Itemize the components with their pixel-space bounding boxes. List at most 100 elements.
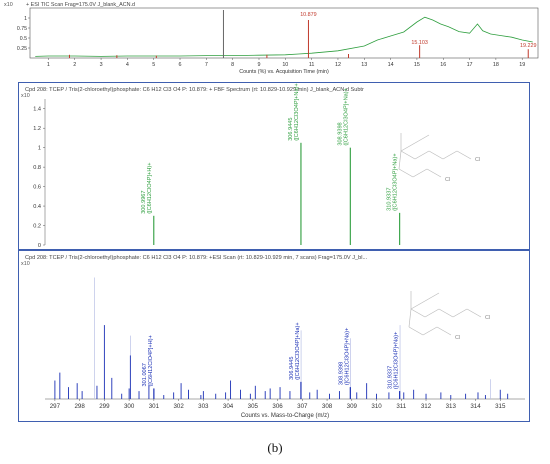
tic-x-tick-label: 13 (361, 62, 367, 68)
bond-line (410, 300, 426, 310)
bottom-peak-formula-label: ([C6H12ClO4P]+H)+ (148, 335, 154, 386)
figure-caption: (b) (267, 440, 283, 455)
bond-line (412, 168, 428, 178)
top-peak-formula-label: ([C6H12Cl3O4P]+Na)+ (393, 153, 399, 211)
tic-x-tick-label: 1 (47, 62, 50, 68)
bottom-peak-formula-label: ([C6H12Cl3O4P]+Na)+ (344, 328, 350, 386)
bond-line (414, 134, 430, 144)
bottom-x-tick-label: 315 (495, 403, 506, 410)
bottom-x-tick-label: 297 (50, 403, 61, 410)
bottom-x-tick-label: 313 (446, 403, 457, 410)
tic-plot-area (29, 7, 539, 59)
tic-x-tick-label: 12 (335, 62, 341, 68)
bottom-x-tick-label: 314 (470, 403, 481, 410)
top-peak-formula-label: ([C6H12Cl3O4P]+Na)+ (294, 83, 300, 141)
tcep-structure (398, 133, 472, 178)
bottom-x-tick-label: 304 (223, 403, 234, 410)
top-y-multiplier: x10 (21, 93, 30, 99)
bond-line (456, 150, 472, 160)
tic-peak-label: 19.229 (520, 43, 537, 49)
tic-x-tick-label: 17 (467, 62, 473, 68)
tic-title: + ESI TIC Scan Frag=175.0V J_blank_ACN.d (26, 2, 135, 8)
tic-x-tick-label: 3 (100, 62, 103, 68)
tic-peak-label: 10.879 (300, 12, 317, 18)
tic-x-tick-label: 4 (126, 62, 129, 68)
top-peak-mz-label: 300.9967 (141, 190, 147, 213)
top-peak-mz-label: 306.9445 (288, 117, 294, 140)
bottom-x-tick-label: 309 (347, 403, 358, 410)
tic-y-multiplier: x10 (4, 2, 13, 8)
tic-peak-label: 15.103 (411, 40, 428, 46)
bottom-x-tick-label: 311 (396, 403, 406, 410)
bond-line (436, 326, 452, 336)
bottom-x-tick-label: 301 (149, 403, 160, 410)
bond-line (400, 150, 416, 160)
tic-x-tick-label: 11 (309, 62, 315, 68)
tic-y-tick-label: 1 (24, 16, 27, 22)
spectrum-panel-scan: Cpd 208: TCEP / Tris(2-chloroethyl)phosp… (18, 250, 530, 422)
top-y-tick-label: 0.4 (33, 204, 41, 210)
tic-y-tick-label: 0.75 (17, 26, 27, 32)
bottom-x-tick-label: 308 (322, 403, 333, 410)
chlorine-label: Cl (475, 157, 480, 163)
bond-line (426, 168, 442, 178)
bottom-x-tick-label: 305 (248, 403, 259, 410)
bond-line (400, 142, 416, 152)
bottom-x-tick-label: 298 (74, 403, 85, 410)
top-peak-formula-label: ([C6H12Cl3O4P]+Na)+ (343, 88, 349, 146)
tic-x-tick-label: 2 (73, 62, 76, 68)
bottom-x-tick-label: 312 (421, 403, 432, 410)
chlorine-label: Cl (485, 315, 490, 321)
bottom-x-tick-label: 310 (371, 403, 382, 410)
bond-line (408, 308, 412, 328)
bottom-spectrum-title: Cpd 208: TCEP / Tris(2-chloroethyl)phosp… (25, 255, 368, 261)
bond-line (408, 326, 424, 336)
bottom-peak-formula-label: ([C6H12Cl3O4P]+Na)+ (295, 322, 301, 380)
bond-line (422, 326, 438, 336)
fbf-spectrum-plot: Cpd 208: TCEP / Tris(2-chloroethyl)phosp… (21, 83, 480, 249)
bottom-peak-formula-label: ([C6H12Cl3O4P]+Na)+ (394, 332, 400, 390)
bond-line (410, 308, 426, 318)
top-y-tick-label: 1.4 (33, 107, 41, 113)
top-y-tick-label: 0.2 (33, 224, 41, 230)
bond-line (428, 150, 444, 160)
top-y-tick-label: 0.6 (33, 185, 41, 191)
bond-line (424, 308, 440, 318)
top-y-tick-label: 0 (38, 243, 41, 249)
tic-x-tick-label: 18 (493, 62, 499, 68)
bottom-x-tick-label: 303 (198, 403, 209, 410)
bottom-x-tick-label: 302 (173, 403, 184, 410)
bottom-y-multiplier: x10 (21, 261, 30, 267)
chlorine-label: Cl (455, 335, 460, 341)
tcep-structure (408, 291, 482, 336)
bottom-peak-mz-label: 306.9445 (289, 356, 295, 379)
scan-spectrum-plot: Cpd 208: TCEP / Tris(2-chloroethyl)phosp… (21, 255, 525, 419)
tic-y-tick-label: 0.25 (17, 46, 27, 52)
spectrum-panel-fbf: Cpd 208: TCEP / Tris(2-chloroethyl)phosp… (18, 82, 530, 250)
bottom-peak-mz-label: 301.0067 (142, 363, 148, 386)
bottom-peak-mz-label: 308.9398 (338, 362, 344, 385)
tic-x-tick-label: 10 (282, 62, 288, 68)
bond-line (398, 150, 402, 170)
tic-x-tick-label: 5 (152, 62, 155, 68)
tic-x-tick-label: 14 (388, 62, 394, 68)
bottom-x-tick-label: 300 (124, 403, 135, 410)
top-peak-mz-label: 308.9398 (337, 122, 343, 145)
bond-line (442, 150, 458, 160)
bottom-x-tick-label: 306 (272, 403, 283, 410)
bottom-x-tick-label: 299 (99, 403, 110, 410)
bottom-peak-mz-label: 310.9337 (388, 366, 394, 389)
top-y-tick-label: 1.2 (33, 126, 41, 132)
tic-x-axis-label: Counts (%) vs. Acquisition Time (min) (239, 69, 329, 75)
top-y-tick-label: 1 (38, 146, 41, 152)
top-peak-mz-label: 310.9337 (387, 188, 393, 211)
tic-plot: x10 + ESI TIC Scan Frag=175.0V J_blank_AC… (4, 2, 539, 75)
tic-x-tick-label: 9 (257, 62, 260, 68)
bottom-x-tick-label: 307 (297, 403, 308, 410)
bond-line (414, 150, 430, 160)
chlorine-label: Cl (445, 177, 450, 183)
top-spectrum-title: Cpd 208: TCEP / Tris(2-chloroethyl)phosp… (25, 87, 364, 93)
bond-line (452, 308, 468, 318)
top-peak-formula-label: ([C6H12ClO4P]+H)+ (147, 163, 153, 214)
tic-y-tick-label: 0.5 (20, 36, 27, 42)
